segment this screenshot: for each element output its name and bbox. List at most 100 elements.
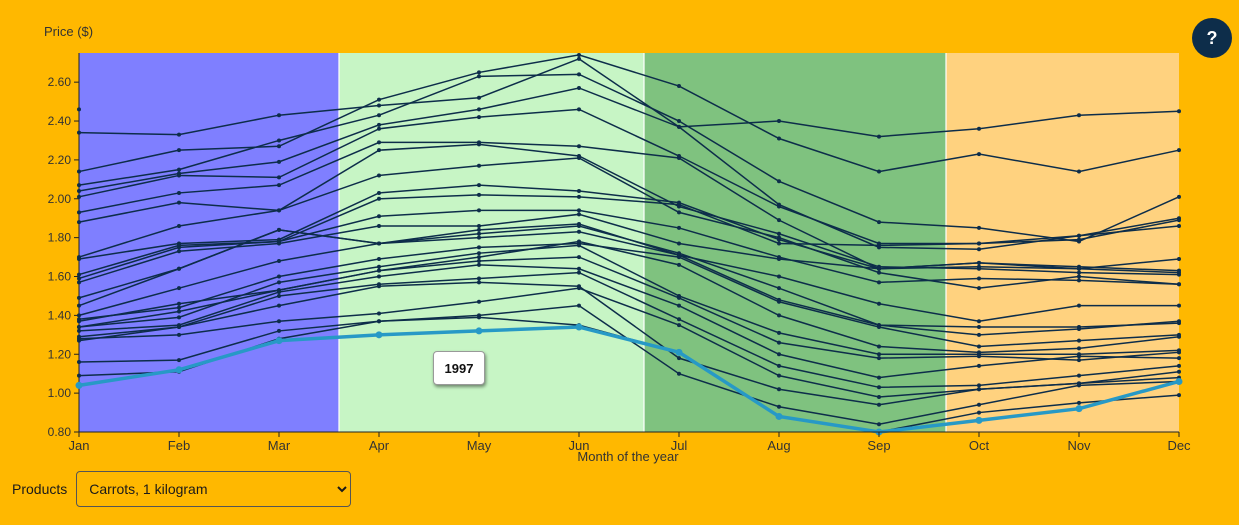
data-point xyxy=(777,274,781,279)
data-point xyxy=(977,363,981,368)
data-point xyxy=(977,286,981,291)
data-point xyxy=(77,303,81,308)
data-point xyxy=(677,303,681,308)
data-point xyxy=(877,375,881,380)
data-point xyxy=(1177,363,1181,368)
data-point xyxy=(477,245,481,250)
data-point xyxy=(477,231,481,236)
data-point xyxy=(877,169,881,174)
data-point xyxy=(177,200,181,205)
series-lines xyxy=(75,52,1183,436)
x-tick-label: Aug xyxy=(767,438,790,453)
series-line[interactable] xyxy=(78,87,1180,251)
data-point xyxy=(977,126,981,131)
data-point xyxy=(277,293,281,298)
data-point xyxy=(877,325,881,330)
series-line[interactable] xyxy=(78,281,1180,406)
series-line[interactable] xyxy=(78,242,1180,348)
series-line[interactable] xyxy=(78,225,1180,328)
data-point xyxy=(877,395,881,400)
data-point xyxy=(1077,326,1081,331)
data-point xyxy=(77,295,81,300)
series-line-highlighted[interactable] xyxy=(78,325,1180,434)
data-point xyxy=(1177,148,1181,153)
data-point xyxy=(677,225,681,230)
series-line[interactable] xyxy=(78,213,1180,284)
series-line[interactable] xyxy=(78,157,1180,289)
data-point xyxy=(77,325,81,330)
data-point xyxy=(577,255,581,260)
x-tick-label: Nov xyxy=(1067,438,1091,453)
y-axis: 0.80 1.00 1.20 1.40 1.60 1.80 2.00 2.20 2.40 2.60 xyxy=(48,53,80,439)
series-line[interactable] xyxy=(78,256,1180,361)
data-point xyxy=(77,188,81,193)
data-point xyxy=(477,163,481,168)
data-point xyxy=(477,115,481,120)
series-line[interactable] xyxy=(78,73,1180,243)
data-point xyxy=(1077,113,1081,118)
series-line[interactable] xyxy=(78,143,1180,276)
data-point xyxy=(777,119,781,124)
data-point xyxy=(177,245,181,250)
data-point xyxy=(777,257,781,262)
series-line[interactable] xyxy=(78,231,1180,336)
data-point xyxy=(1077,237,1081,242)
y-tick-label: 2.40 xyxy=(48,114,72,128)
data-point xyxy=(277,258,281,263)
data-point xyxy=(1177,194,1181,199)
series-line[interactable] xyxy=(78,240,1180,354)
data-point xyxy=(177,332,181,337)
data-point xyxy=(977,410,981,415)
data-point xyxy=(1177,369,1181,374)
data-point xyxy=(977,264,981,269)
data-point xyxy=(1177,350,1181,355)
data-point xyxy=(577,208,581,213)
x-tick-label: Mar xyxy=(268,438,291,453)
data-point xyxy=(777,313,781,318)
data-point xyxy=(677,255,681,260)
data-point xyxy=(277,303,281,308)
x-tick-label: Sep xyxy=(867,438,890,453)
data-point xyxy=(177,190,181,195)
data-point xyxy=(677,317,681,322)
help-button[interactable]: ? xyxy=(1192,18,1232,58)
data-point xyxy=(177,286,181,291)
series-line[interactable] xyxy=(78,244,1180,356)
data-point xyxy=(1077,338,1081,343)
data-point xyxy=(377,126,381,131)
data-point xyxy=(677,262,681,267)
data-point xyxy=(77,107,81,112)
product-select[interactable]: Carrots, 1 kilogram xyxy=(76,471,352,507)
data-point xyxy=(777,286,781,291)
data-point xyxy=(77,360,81,365)
data-point xyxy=(1177,223,1181,228)
data-point xyxy=(277,113,281,118)
data-point xyxy=(477,227,481,232)
data-point xyxy=(777,241,781,246)
series-line[interactable] xyxy=(78,57,1180,138)
y-tick-label: 1.80 xyxy=(48,231,72,245)
series-line[interactable] xyxy=(78,54,1180,173)
data-point xyxy=(877,356,881,361)
series-line[interactable] xyxy=(78,264,1180,379)
data-point xyxy=(77,328,81,333)
data-point xyxy=(977,332,981,337)
series-line[interactable] xyxy=(78,184,1180,270)
y-tick-label: 1.00 xyxy=(48,386,72,400)
data-point xyxy=(177,148,181,153)
data-point xyxy=(1077,383,1081,388)
data-point xyxy=(1077,400,1081,405)
data-point xyxy=(977,354,981,359)
data-point xyxy=(177,266,181,271)
data-point xyxy=(1177,303,1181,308)
series-line[interactable] xyxy=(78,209,1180,286)
data-point xyxy=(677,295,681,300)
series-line[interactable] xyxy=(78,271,1180,389)
data-point xyxy=(477,95,481,100)
data-point xyxy=(577,239,581,244)
data-point xyxy=(277,290,281,295)
data-point xyxy=(477,183,481,188)
data-point xyxy=(477,258,481,263)
data-point xyxy=(1077,354,1081,359)
products-label: Products xyxy=(12,481,68,497)
